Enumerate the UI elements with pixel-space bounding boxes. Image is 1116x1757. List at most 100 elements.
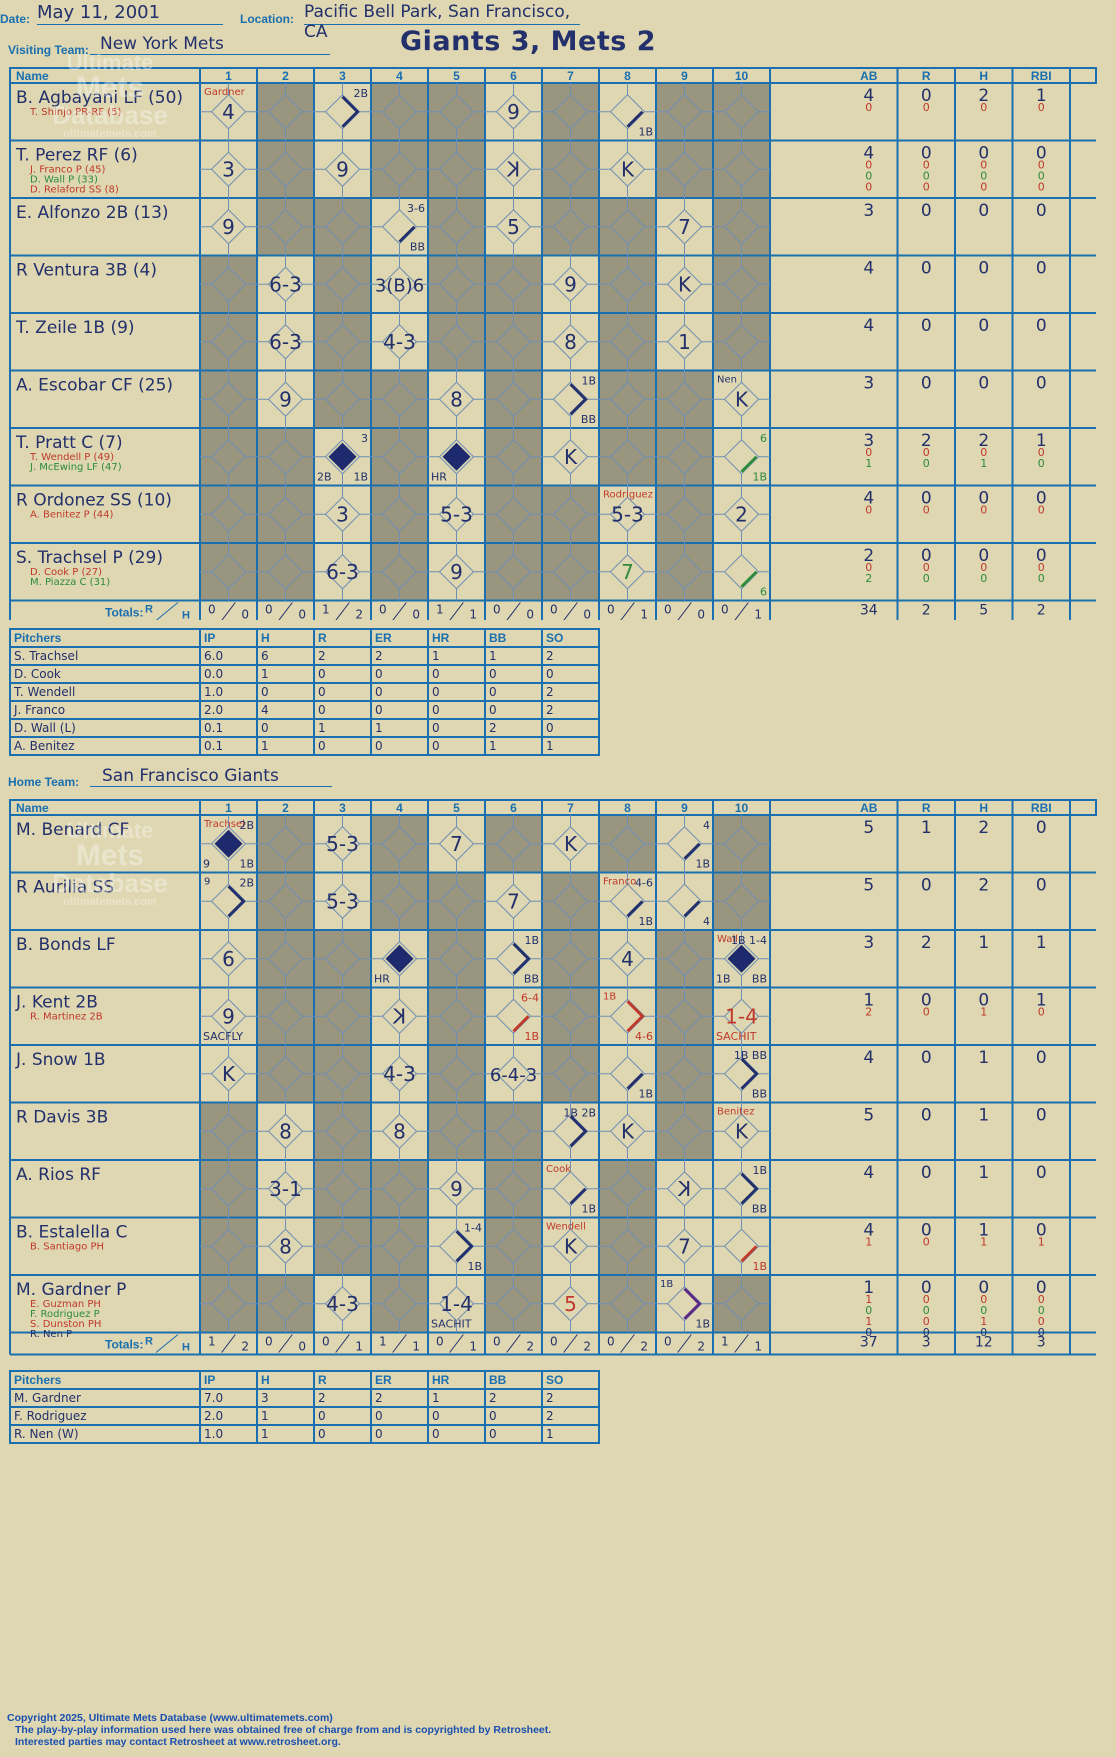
play-result: K: [678, 272, 692, 296]
annotation: 1B: [695, 858, 710, 871]
stat-value: 0: [921, 489, 932, 509]
substitute-name: B. Santiago PH: [30, 1242, 104, 1253]
player-name: J. Snow 1B: [15, 1050, 106, 1070]
pitchers-header-row: Pitchers IP H R ER HR BB SO: [9, 1370, 600, 1390]
totals-label: Totals:: [105, 1338, 143, 1352]
inning-header: 9: [681, 69, 688, 83]
total-stat: 2: [1037, 603, 1046, 619]
inning-runs: 0: [721, 603, 729, 617]
play-result: 3-1: [269, 1177, 302, 1201]
base-diamond: [723, 439, 760, 475]
inning-hits: 1: [754, 1340, 762, 1354]
inning-header: 8: [624, 801, 631, 815]
stat-value: 0: [1038, 572, 1045, 585]
inning-hits: 0: [526, 608, 534, 621]
stat-value: 0: [865, 1326, 872, 1339]
pitcher-row: T. Wendell 1.0 0 0 0 0 0 2: [9, 682, 600, 702]
stat-value: 1: [978, 1106, 989, 1126]
pitcher-stat: 0.0: [199, 664, 258, 684]
pitcher-stat: 1: [427, 646, 486, 666]
stat-value: 1: [1036, 86, 1047, 106]
stat-value: 0: [865, 561, 872, 574]
pitcher-stat: 0: [313, 664, 372, 684]
annotation: 1B: [716, 973, 731, 986]
pitcher-stat: 2: [484, 718, 543, 738]
annotation: 1B 1-4: [731, 934, 767, 947]
pitcher-row: A. Benitez 0.1 1 0 0 0 1 1: [9, 736, 600, 756]
pitcher-stat: 0: [256, 682, 315, 702]
play-result: 9: [336, 157, 349, 181]
stat-value: 1: [1036, 431, 1047, 451]
totals-divider: [335, 602, 350, 620]
base-diamond: [666, 826, 703, 862]
player-name: R Ordonez SS (10): [16, 491, 172, 511]
annotation: 1-4: [464, 1222, 482, 1235]
stat-value: 0: [923, 457, 930, 470]
stat-value: 0: [1038, 561, 1045, 574]
stat-value: 0: [1038, 1304, 1045, 1317]
play-result: 7: [507, 889, 520, 913]
name-column-header: Name: [16, 69, 49, 83]
pitcher-stat: D. Cook: [9, 664, 201, 684]
totals-divider: [155, 602, 179, 620]
stat-value: 0: [1036, 1221, 1047, 1241]
play-result: 1: [678, 330, 691, 354]
totals-divider: [392, 1334, 407, 1353]
pitcher-stat: 0: [313, 1406, 372, 1426]
inning-header: 4: [396, 69, 403, 83]
inning-hits: 0: [412, 608, 420, 621]
inning-hits: 2: [583, 1340, 591, 1354]
pitcher-row: F. Rodriguez 2.0 1 0 0 0 0 2: [9, 1406, 600, 1426]
stat-value: 0: [923, 1236, 930, 1249]
inning-header: 1: [225, 69, 232, 83]
totals-divider: [278, 1334, 293, 1353]
play-result: 9: [507, 100, 520, 124]
totals-divider: [734, 602, 749, 620]
play-result: 6-3: [269, 330, 302, 354]
stat-value: 1: [921, 818, 932, 838]
annotation: Cook: [546, 1164, 571, 1175]
stat-value: 4: [863, 316, 874, 336]
inning-hits: 2: [697, 1340, 705, 1354]
run-scored-diamond: [727, 944, 756, 973]
play-result: K: [564, 1234, 578, 1258]
stat-value: 1: [980, 1315, 987, 1328]
base-diamond: [609, 1056, 646, 1092]
pitchers-header-cell: R: [313, 628, 372, 648]
play-result: 9: [450, 560, 463, 584]
pitcher-stat: 2.0: [199, 1406, 258, 1426]
play-result: 5-3: [440, 502, 473, 526]
play-result: 5: [564, 1292, 577, 1316]
stat-value: 0: [1038, 1293, 1045, 1306]
totals-divider: [449, 602, 464, 620]
base-diamond: [666, 883, 703, 919]
date-label: Date:: [0, 12, 31, 26]
inning-header: 4: [396, 801, 403, 815]
substitute-name: A. Benitez P (44): [30, 510, 113, 521]
stat-value: 1: [978, 1048, 989, 1068]
annotation: 6-4: [521, 992, 539, 1005]
inning-hits: 1: [355, 1340, 363, 1354]
annotation: BB: [581, 413, 596, 426]
substitute-name: T. Wendell P (49): [29, 452, 114, 463]
pitcher-stat: 0: [427, 682, 486, 702]
stat-value: 2: [865, 572, 872, 585]
pitchers-header-cell: ER: [370, 628, 429, 648]
basepath-line: [569, 1115, 588, 1148]
player-name: J. Kent 2B: [15, 993, 98, 1013]
pitcher-stat: 0: [256, 718, 315, 738]
stat-value: 0: [978, 1278, 989, 1298]
totals-divider: [506, 602, 521, 620]
play-result: K: [564, 445, 578, 469]
annotation: 1B: [752, 471, 767, 484]
stat-value: 0: [923, 1293, 930, 1306]
player-name: B. Agbayani LF (50): [16, 88, 183, 108]
base-diamond: [666, 1286, 703, 1322]
stat-value: 2: [921, 431, 932, 451]
pitcher-stat: 0: [370, 736, 429, 756]
game-date: May 11, 2001: [37, 2, 223, 25]
stat-value: 0: [865, 170, 872, 183]
annotation: 1B BB: [734, 1049, 767, 1062]
inning-runs: 0: [265, 1335, 273, 1349]
basepath-line: [626, 110, 644, 128]
